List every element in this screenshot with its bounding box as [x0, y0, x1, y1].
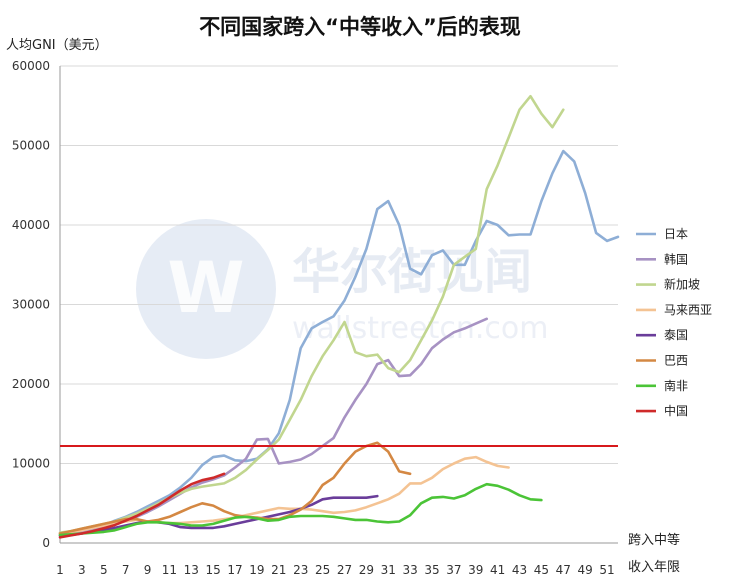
watermark: W 华尔街见闻 wallstreetcn.com	[136, 219, 548, 359]
x-tick-label: 25	[315, 563, 330, 577]
y-tick-label: 30000	[12, 298, 50, 312]
legend-label: 巴西	[664, 354, 688, 368]
x-tick-label: 43	[512, 563, 527, 577]
x-axis-label-line1: 跨入中等	[628, 532, 680, 548]
x-tick-label: 21	[271, 563, 286, 577]
x-tick-label: 51	[599, 563, 614, 577]
x-tick-label: 17	[227, 563, 242, 577]
watermark-text: 华尔街见闻	[292, 244, 532, 300]
grid	[60, 65, 618, 464]
x-tick-label: 39	[468, 563, 483, 577]
x-tick-label: 23	[293, 563, 308, 577]
x-tick-label: 11	[162, 563, 177, 577]
x-axis-label-line2: 收入年限	[628, 560, 680, 575]
y-tick-label: 10000	[12, 457, 50, 471]
x-tick-label: 41	[490, 563, 505, 577]
x-tick-label: 31	[381, 563, 396, 577]
legend-label: 中国	[664, 403, 688, 418]
legend-label: 南非	[664, 378, 688, 393]
x-tick-label: 13	[184, 563, 199, 577]
series-line-4	[58, 494, 379, 538]
x-tick-label: 37	[446, 563, 461, 577]
x-tick-label: 1	[56, 563, 64, 577]
y-tick-labels: 0 10000 20000 30000 40000 50000 60000	[12, 59, 50, 550]
x-tick-label: 27	[337, 563, 352, 577]
series-line-7	[58, 472, 226, 539]
legend-label: 日本	[664, 227, 688, 241]
x-tick-label: 5	[100, 563, 108, 577]
series-line-2	[58, 94, 565, 535]
series-layer	[58, 94, 620, 539]
series-line-0	[58, 149, 620, 537]
legend-label: 泰国	[664, 328, 688, 342]
x-tick-label: 49	[578, 563, 593, 577]
x-tick-label: 19	[249, 563, 264, 577]
legend-label: 新加坡	[664, 277, 700, 292]
x-tick-label: 35	[424, 563, 439, 577]
y-tick-label: 20000	[12, 377, 50, 391]
legend-label: 韩国	[664, 251, 688, 266]
y-tick-label: 50000	[12, 139, 50, 153]
x-tick-labels: 1 3 5 7 9 11 13 15 17 19 21 23 25 27 29 31 33 35 37 39 41 43 4…	[56, 563, 615, 577]
x-tick-label: 29	[359, 563, 374, 577]
series-line-5	[58, 441, 412, 535]
legend-label: 马来西亚	[664, 303, 712, 317]
y-axis-label: 人均GNI（美元）	[6, 38, 108, 53]
x-tick-label: 3	[78, 563, 86, 577]
chart-title: 不同国家跨入“中等收入”后的表现	[199, 15, 521, 39]
x-tick-label: 7	[122, 563, 130, 577]
watermark-logo-letter: W	[167, 247, 244, 329]
y-tick-label: 40000	[12, 218, 50, 232]
x-tick-label: 9	[144, 563, 152, 577]
x-tick-label: 15	[206, 563, 221, 577]
x-tick-label: 45	[534, 563, 549, 577]
series-line-3	[58, 455, 510, 535]
series-line-6	[58, 482, 543, 537]
x-tick-label: 47	[556, 563, 571, 577]
y-tick-label: 60000	[12, 59, 50, 73]
y-tick-label: 0	[42, 536, 50, 550]
x-tick-label: 33	[402, 563, 417, 577]
watermark-logo-icon	[136, 219, 276, 359]
